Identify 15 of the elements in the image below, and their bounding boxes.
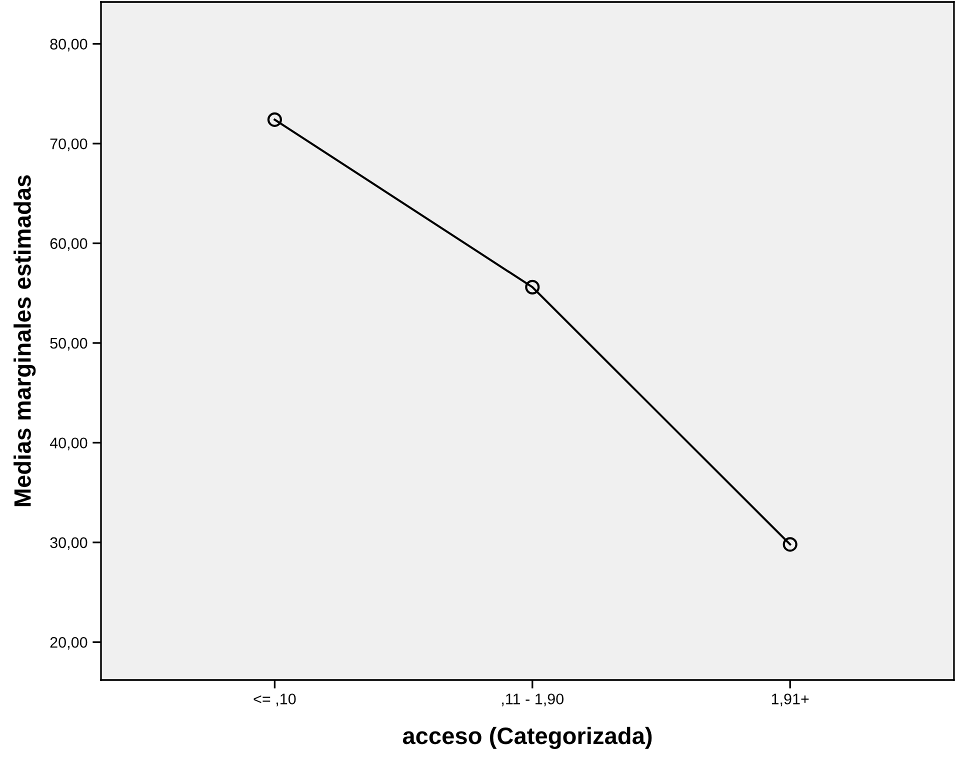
x-tick-label: <= ,10 [254,694,296,706]
point [267,112,282,127]
x-tick-label: 1,91+ [772,694,809,706]
point [525,280,540,294]
y-tick-label: 70,00 [50,138,88,152]
y-tick-label: 40,00 [50,438,88,450]
point [782,537,798,552]
x-tick-label: ,11 - 1,90 [502,694,564,706]
x-axis-title: acceso (Categorizada) [402,726,652,749]
y-axis-title: Medias marginales estimadas [14,175,36,506]
y-tick-label: 80,00 [50,38,88,52]
y-tick-label: 30,00 [50,537,88,550]
y-tick-label: 50,00 [50,338,88,350]
y-tick-label: 20,00 [50,636,88,650]
y-tick-label: 60,00 [50,238,88,251]
